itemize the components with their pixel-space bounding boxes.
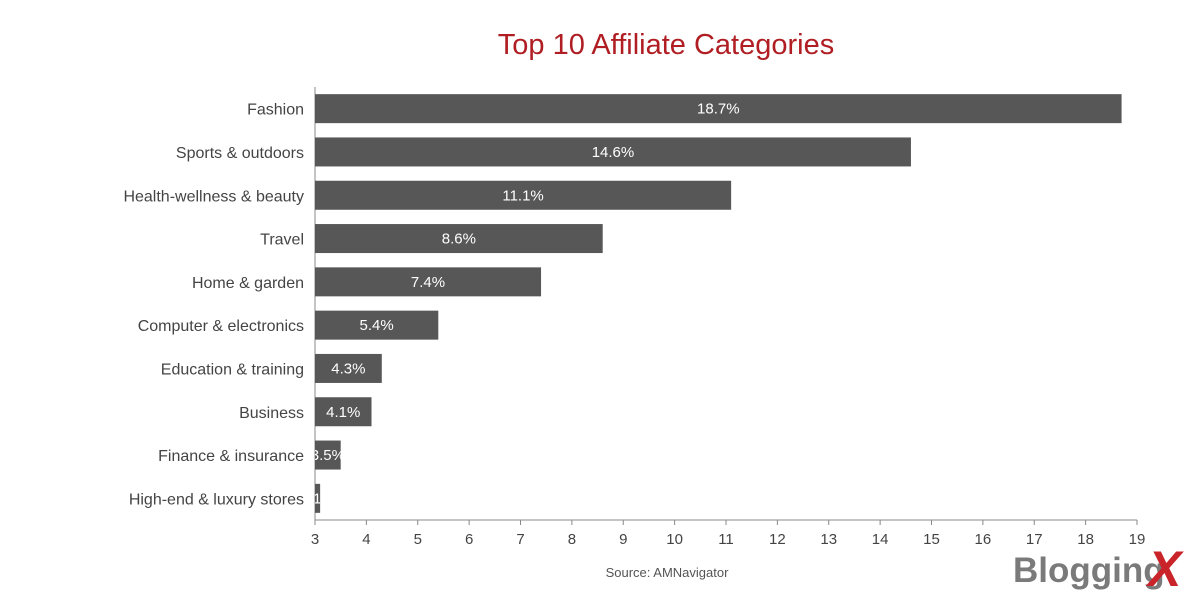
category-label: Education & training — [161, 361, 304, 378]
plot-area: 3 4 5 6 7 8 9 10 11 12 13 14 15 16 17 18 19 Fashion 18.7% S… — [123, 87, 1145, 548]
x-tick-label: 4 — [362, 531, 370, 548]
bar — [315, 483, 321, 513]
data-label: 3.1% — [300, 490, 334, 507]
bloggingx-logo: Blogging X — [1013, 541, 1184, 597]
x-tick-label: 11 — [718, 531, 734, 548]
x-tick-label: 14 — [872, 531, 889, 548]
bar — [315, 397, 372, 427]
data-label: 3.5% — [311, 447, 345, 464]
logo-x-mark: X — [1145, 541, 1184, 597]
category-label: Finance & insurance — [158, 448, 304, 465]
bar — [315, 353, 382, 383]
x-tick-label: 16 — [975, 531, 992, 548]
source-note: Source: AMNavigator — [606, 565, 730, 580]
x-tick-label: 15 — [923, 531, 940, 548]
x-tick-label: 7 — [516, 531, 524, 548]
logo-wordmark: Blogging — [1013, 551, 1165, 590]
data-label: 8.6% — [442, 231, 476, 248]
x-tick-label: 5 — [414, 531, 422, 548]
category-label: Sports & outdoors — [176, 145, 304, 162]
data-label: 4.3% — [331, 360, 365, 377]
x-tick-label: 6 — [465, 531, 473, 548]
category-label: Computer & electronics — [138, 318, 304, 335]
data-label: 5.4% — [360, 317, 394, 334]
bar — [315, 267, 542, 297]
data-label: 18.7% — [697, 101, 740, 118]
bar — [315, 440, 341, 470]
bar — [315, 224, 603, 254]
data-label: 14.6% — [592, 144, 635, 161]
data-label: 7.4% — [411, 274, 445, 291]
x-tick-label: 8 — [568, 531, 576, 548]
category-label: Home & garden — [192, 275, 304, 292]
x-tick-label: 3 — [311, 531, 319, 548]
chart-title: Top 10 Affiliate Categories — [498, 29, 834, 61]
x-tick-label: 17 — [1026, 531, 1043, 548]
bar — [315, 310, 439, 340]
x-tick-label: 13 — [820, 531, 837, 548]
data-label: 4.1% — [326, 404, 360, 421]
category-label: Fashion — [247, 102, 304, 119]
category-label: High-end & luxury stores — [129, 491, 304, 508]
bar — [315, 180, 732, 210]
x-tick-label: 12 — [769, 531, 786, 548]
x-tick-label: 18 — [1077, 531, 1094, 548]
bar — [315, 137, 911, 167]
bar — [315, 94, 1122, 124]
category-label: Business — [239, 405, 304, 422]
x-tick-label: 19 — [1129, 531, 1146, 548]
data-label: 11.1% — [502, 187, 543, 204]
category-label: Travel — [260, 232, 304, 249]
x-tick-label: 10 — [666, 531, 683, 548]
category-label: Health-wellness & beauty — [123, 188, 304, 205]
x-tick-label: 9 — [619, 531, 627, 548]
